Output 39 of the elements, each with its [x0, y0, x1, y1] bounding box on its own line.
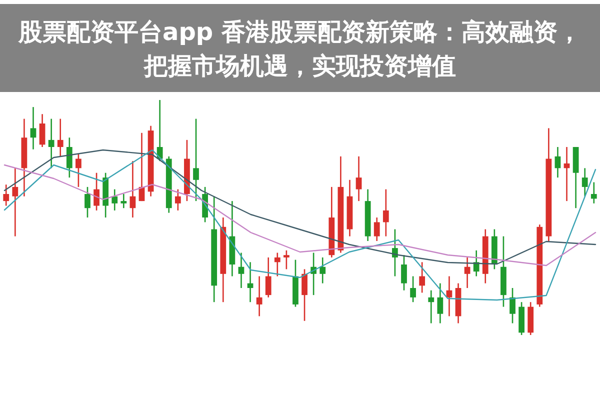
candlestick	[473, 250, 480, 277]
candlestick	[356, 156, 362, 202]
candlestick	[12, 168, 18, 237]
candlestick	[3, 184, 10, 206]
candlestick	[582, 168, 588, 197]
candlestick	[130, 160, 136, 218]
candlestick	[428, 290, 434, 324]
candlestick	[283, 250, 290, 270]
candlestick	[374, 216, 380, 242]
candlestick	[320, 256, 326, 284]
candlestick	[256, 276, 262, 317]
candlestick	[401, 254, 407, 291]
candlestick	[464, 256, 470, 289]
candlestick	[30, 106, 36, 150]
candlestick	[66, 136, 72, 178]
candlestick	[446, 276, 452, 317]
candlestick	[112, 188, 118, 212]
candlestick	[94, 172, 100, 212]
candlestick	[120, 193, 127, 209]
candlestick	[274, 252, 280, 277]
candlestick	[39, 113, 46, 148]
candlestick	[193, 118, 199, 202]
candlestick	[76, 153, 82, 188]
chart-title: 股票配资平台app 香港股票配资新策略：高效融资，把握市场机遇，实现投资增值	[18, 18, 582, 80]
candlestick	[302, 268, 308, 322]
candlestick	[238, 252, 244, 289]
candlestick	[392, 228, 398, 277]
candlestick	[382, 188, 389, 237]
candlestick	[410, 276, 416, 303]
candlestick	[510, 287, 516, 324]
candlestick	[174, 188, 181, 212]
candlestick	[84, 186, 90, 218]
candlestick	[590, 182, 597, 204]
candlestick	[265, 256, 272, 298]
candlestick	[419, 262, 426, 294]
candlestick	[437, 282, 444, 324]
candlestick	[48, 118, 54, 169]
candlestick	[554, 146, 561, 178]
candlestick	[57, 118, 64, 158]
